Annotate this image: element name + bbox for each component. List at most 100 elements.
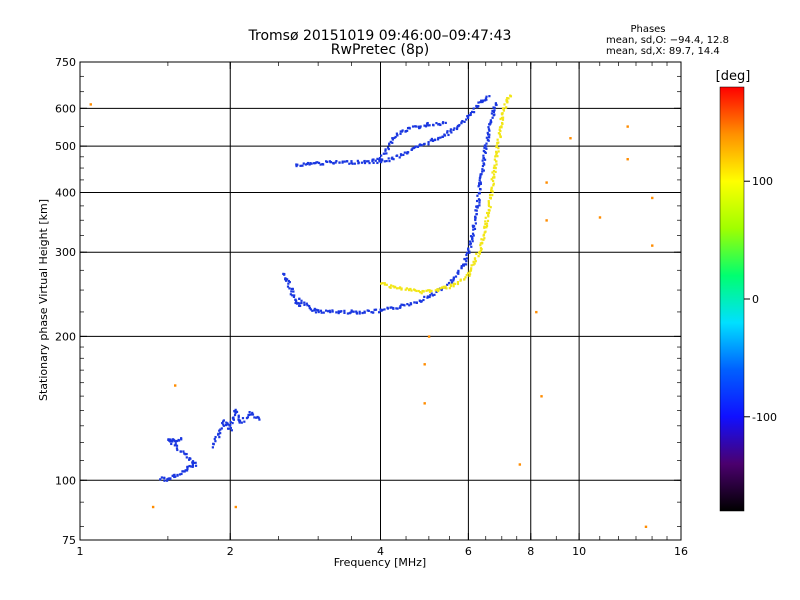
- data-point: [372, 311, 375, 314]
- data-point: [487, 201, 490, 205]
- data-point: [425, 289, 428, 292]
- data-point: [427, 335, 431, 338]
- data-point: [473, 227, 477, 231]
- y-tick-label: 300: [55, 246, 76, 259]
- data-point: [452, 282, 455, 285]
- data-point: [246, 416, 250, 419]
- data-point: [460, 265, 463, 268]
- data-point: [439, 287, 442, 290]
- data-point: [467, 248, 470, 251]
- data-point: [491, 109, 494, 112]
- data-point: [476, 206, 479, 209]
- data-point: [462, 263, 465, 266]
- data-point: [160, 476, 163, 479]
- y-axis-label: Stationary phase Virtual Height [km]: [37, 199, 50, 401]
- data-point: [473, 257, 477, 261]
- data-point: [212, 443, 215, 446]
- data-point: [214, 440, 217, 443]
- data-point: [477, 251, 481, 254]
- data-point: [498, 126, 502, 129]
- data-point: [380, 158, 383, 161]
- data-point: [453, 127, 456, 130]
- data-point: [493, 158, 496, 161]
- data-point: [427, 124, 430, 127]
- data-point: [468, 240, 472, 243]
- data-point: [493, 109, 496, 112]
- data-point: [295, 302, 299, 305]
- data-point: [226, 427, 230, 430]
- data-point: [499, 130, 502, 133]
- data-point: [457, 270, 460, 273]
- data-point: [423, 295, 426, 298]
- data-point: [317, 309, 320, 312]
- data-point: [351, 162, 354, 165]
- data-point: [483, 144, 487, 147]
- data-point: [449, 284, 453, 288]
- data-point: [487, 200, 490, 203]
- data-point: [428, 290, 432, 294]
- data-point: [338, 161, 341, 164]
- data-point: [175, 447, 179, 450]
- data-point: [406, 303, 409, 306]
- data-point: [194, 461, 197, 464]
- data-point: [474, 218, 477, 222]
- data-point: [363, 311, 366, 314]
- data-point: [353, 162, 356, 165]
- data-point: [449, 279, 452, 282]
- data-point: [481, 168, 484, 171]
- data-point: [165, 479, 169, 482]
- data-point: [478, 204, 481, 207]
- data-point: [488, 209, 491, 212]
- data-point: [406, 152, 409, 155]
- data-point: [238, 421, 241, 424]
- data-point: [341, 160, 344, 163]
- data-point: [469, 113, 472, 116]
- data-point: [426, 295, 429, 298]
- data-point: [352, 310, 355, 313]
- data-point: [495, 160, 498, 163]
- data-point: [626, 158, 629, 161]
- data-point: [472, 263, 475, 266]
- data-point: [499, 135, 502, 138]
- data-point: [487, 213, 490, 217]
- data-point: [335, 311, 338, 314]
- data-point: [451, 281, 454, 284]
- data-point: [484, 97, 488, 100]
- data-point: [484, 99, 487, 102]
- colorbar-tick-label: -100: [752, 411, 777, 424]
- data-point: [463, 278, 466, 281]
- data-point: [432, 124, 435, 127]
- data-point: [191, 460, 195, 463]
- data-point: [422, 298, 425, 302]
- data-point: [439, 136, 442, 139]
- data-point: [491, 176, 495, 179]
- data-point: [295, 164, 298, 168]
- data-point: [497, 141, 500, 144]
- data-point: [474, 222, 477, 225]
- data-point: [325, 160, 328, 163]
- data-point: [431, 294, 435, 297]
- data-point: [181, 470, 184, 473]
- data-point: [350, 160, 353, 163]
- data-point: [395, 132, 398, 135]
- data-point: [220, 427, 223, 430]
- x-tick-label: 2: [227, 545, 234, 558]
- data-point: [387, 147, 390, 151]
- data-point: [410, 289, 413, 292]
- data-point: [241, 417, 245, 420]
- data-point: [306, 304, 309, 307]
- data-point: [478, 252, 481, 255]
- data-point: [491, 194, 494, 197]
- data-point: [465, 257, 469, 260]
- data-point: [400, 130, 404, 133]
- data-point: [499, 117, 502, 121]
- data-point: [386, 146, 390, 149]
- data-point: [406, 151, 409, 154]
- data-point: [482, 238, 485, 241]
- data-point: [461, 119, 464, 123]
- data-point: [477, 255, 480, 258]
- data-point: [171, 474, 174, 477]
- data-point: [319, 163, 322, 166]
- data-point: [420, 144, 423, 147]
- data-point: [175, 439, 179, 443]
